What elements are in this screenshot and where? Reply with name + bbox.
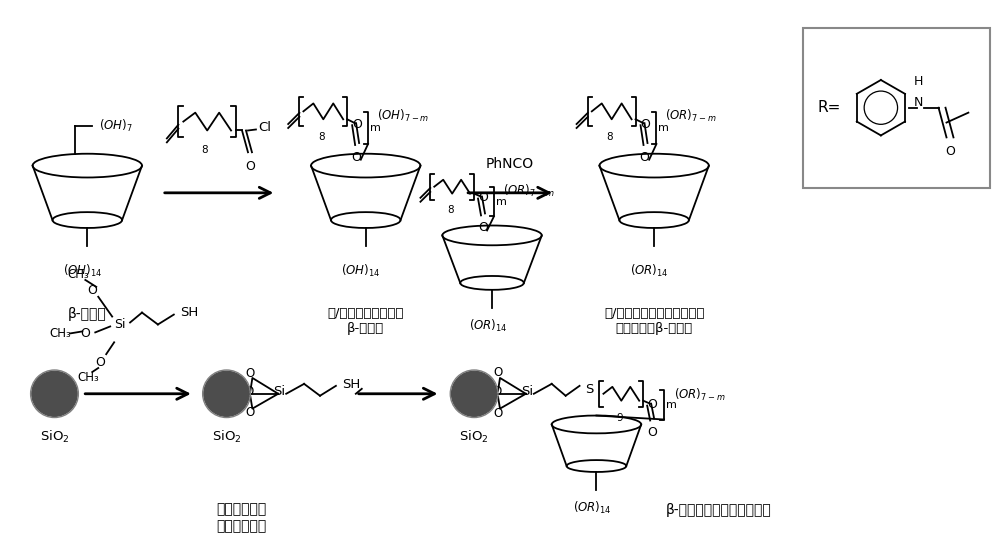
Text: O: O (478, 191, 488, 204)
Text: O: O (641, 118, 650, 131)
Text: O: O (246, 368, 255, 381)
Text: O: O (493, 407, 503, 420)
Circle shape (218, 385, 225, 393)
Text: PhNCO: PhNCO (486, 157, 534, 171)
Text: 8: 8 (447, 206, 453, 216)
Circle shape (464, 383, 475, 395)
Text: N: N (914, 96, 923, 109)
Text: CH₃: CH₃ (50, 327, 71, 340)
Text: m: m (658, 123, 669, 133)
Circle shape (204, 371, 249, 416)
Circle shape (454, 374, 492, 411)
Text: O: O (946, 146, 955, 158)
Text: O: O (352, 118, 362, 131)
Text: $(OR)_{14}$: $(OR)_{14}$ (573, 499, 612, 516)
Circle shape (35, 374, 72, 411)
Circle shape (211, 378, 237, 404)
Text: SH: SH (180, 306, 198, 319)
Circle shape (207, 374, 244, 411)
Circle shape (451, 371, 497, 416)
Text: O: O (493, 366, 503, 380)
Text: O: O (246, 406, 255, 419)
Circle shape (43, 382, 58, 397)
Circle shape (46, 385, 53, 393)
Circle shape (460, 380, 482, 402)
Text: SiO$_2$: SiO$_2$ (459, 428, 489, 445)
Text: $(OR)_{7-m}$: $(OR)_{7-m}$ (503, 183, 554, 199)
Circle shape (44, 383, 56, 395)
Text: O: O (245, 385, 254, 398)
Text: O: O (87, 284, 97, 298)
Circle shape (453, 373, 494, 414)
Circle shape (467, 386, 471, 390)
Circle shape (39, 378, 65, 404)
Text: 单/双（十一烯酰基）全苯基
氨基甲酰基β-环糊精: 单/双（十一烯酰基）全苯基 氨基甲酰基β-环糊精 (604, 307, 704, 335)
Circle shape (42, 381, 60, 400)
Text: m: m (666, 400, 677, 410)
Text: O: O (351, 151, 361, 164)
Text: 单/双（十一烯酰基）
β-环糊精: 单/双（十一烯酰基） β-环糊精 (328, 307, 404, 335)
Circle shape (219, 386, 223, 390)
FancyBboxPatch shape (803, 27, 990, 188)
Text: CH₃: CH₃ (67, 269, 89, 282)
Text: 8: 8 (606, 132, 613, 142)
Circle shape (457, 377, 487, 407)
Circle shape (205, 373, 247, 414)
Text: SH: SH (342, 379, 360, 391)
Text: O: O (640, 151, 649, 164)
Circle shape (215, 382, 230, 397)
Text: O: O (647, 398, 657, 411)
Text: 8: 8 (201, 146, 208, 155)
Text: $(OR)_{14}$: $(OR)_{14}$ (469, 318, 507, 334)
Text: O: O (95, 356, 105, 369)
Text: Cl: Cl (258, 121, 271, 134)
Text: 9: 9 (616, 412, 623, 423)
Text: SiO$_2$: SiO$_2$ (212, 428, 241, 445)
Circle shape (208, 375, 242, 409)
Circle shape (463, 382, 478, 397)
Text: O: O (492, 385, 502, 398)
Circle shape (214, 381, 232, 400)
Text: H: H (914, 75, 923, 88)
Circle shape (32, 371, 77, 416)
Text: S: S (585, 383, 594, 397)
Text: $(OH)_{7-m}$: $(OH)_{7-m}$ (377, 108, 429, 124)
Circle shape (461, 381, 480, 400)
Text: β-环糊精功能化手性固定相: β-环糊精功能化手性固定相 (666, 503, 772, 517)
Circle shape (458, 378, 485, 404)
Text: β-环糊精: β-环糊精 (68, 307, 107, 321)
Text: 疯丙基功能化
二氧化硅微球: 疯丙基功能化 二氧化硅微球 (216, 503, 267, 533)
Text: m: m (370, 123, 381, 133)
Text: 8: 8 (318, 132, 325, 142)
Circle shape (40, 380, 63, 402)
Text: $(OH)_{14}$: $(OH)_{14}$ (63, 263, 102, 279)
Text: $(OH)_7$: $(OH)_7$ (99, 118, 133, 134)
Circle shape (47, 386, 51, 390)
Circle shape (36, 375, 70, 409)
Text: Si: Si (273, 385, 285, 398)
Text: m: m (496, 196, 507, 207)
Text: $(OR)_{7-m}$: $(OR)_{7-m}$ (674, 387, 726, 403)
Text: $(OH)_{14}$: $(OH)_{14}$ (341, 263, 380, 279)
Text: O: O (478, 222, 488, 234)
Circle shape (216, 383, 228, 395)
Text: O: O (80, 327, 90, 340)
Circle shape (33, 373, 75, 414)
Text: SiO$_2$: SiO$_2$ (40, 428, 69, 445)
Circle shape (209, 377, 240, 407)
Text: Si: Si (521, 385, 533, 398)
Text: Si: Si (114, 318, 126, 331)
Text: CH₃: CH₃ (77, 371, 99, 385)
Circle shape (465, 385, 473, 393)
Circle shape (37, 377, 68, 407)
Circle shape (456, 375, 490, 409)
Text: R=: R= (817, 100, 841, 115)
Circle shape (212, 380, 235, 402)
Text: $(OR)_{7-m}$: $(OR)_{7-m}$ (665, 108, 717, 124)
Text: O: O (647, 427, 657, 439)
Text: O: O (245, 160, 255, 173)
Text: $(OR)_{14}$: $(OR)_{14}$ (630, 263, 669, 279)
